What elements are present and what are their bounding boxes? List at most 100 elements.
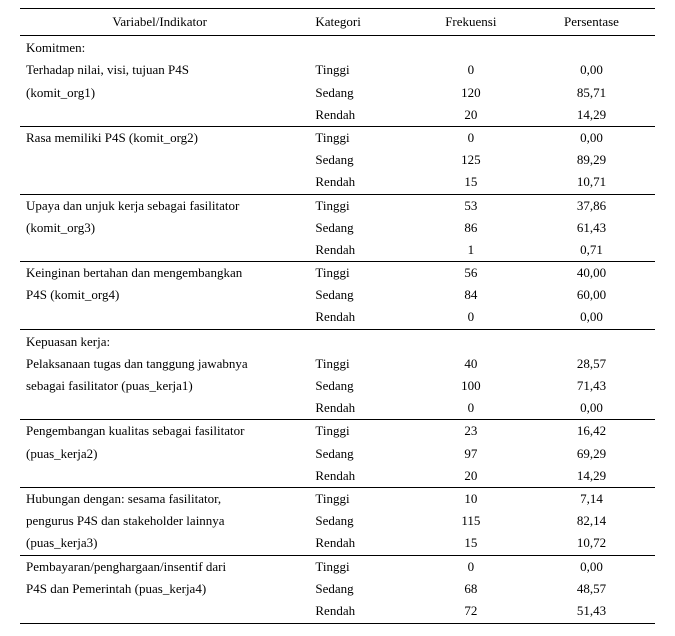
variable-label: P4S dan Pemerintah (puas_kerja4) <box>20 578 299 600</box>
persentase-cell: 14,29 <box>528 465 655 488</box>
table-row: Keinginan bertahan dan mengembangkan Tin… <box>20 262 655 285</box>
frekuensi-cell: 0 <box>414 126 528 149</box>
persentase-cell: 89,29 <box>528 149 655 171</box>
variable-label: (komit_org3) <box>20 217 299 239</box>
table-row: Rendah 0 0,00 <box>20 306 655 329</box>
table-row: Pengembangan kualitas sebagai fasilitato… <box>20 420 655 443</box>
kategori-cell: Tinggi <box>299 262 413 285</box>
kategori-cell: Sedang <box>299 149 413 171</box>
variable-label <box>20 306 299 329</box>
persentase-cell: 16,42 <box>528 420 655 443</box>
persentase-cell: 37,86 <box>528 194 655 217</box>
persentase-cell: 10,71 <box>528 171 655 194</box>
table-row: pengurus P4S dan stakeholder lainnya Sed… <box>20 510 655 532</box>
table-row: P4S (komit_org4) Sedang 84 60,00 <box>20 284 655 306</box>
header-row: Variabel/Indikator Kategori Frekuensi Pe… <box>20 9 655 36</box>
kategori-cell: Sedang <box>299 284 413 306</box>
frekuensi-cell: 53 <box>414 194 528 217</box>
frekuensi-cell: 100 <box>414 375 528 397</box>
frekuensi-cell: 40 <box>414 353 528 375</box>
persentase-cell: 10,72 <box>528 532 655 555</box>
table-row: Upaya dan unjuk kerja sebagai fasilitato… <box>20 194 655 217</box>
table-row: (komit_org3) Sedang 86 61,43 <box>20 217 655 239</box>
kategori-cell: Sedang <box>299 578 413 600</box>
variable-label <box>20 465 299 488</box>
variable-label: Pembayaran/penghargaan/insentif dari <box>20 555 299 578</box>
frekuensi-cell: 15 <box>414 171 528 194</box>
variable-label: Hubungan dengan: sesama fasilitator, <box>20 487 299 510</box>
frekuensi-cell: 15 <box>414 532 528 555</box>
frekuensi-cell: 84 <box>414 284 528 306</box>
kategori-cell: Rendah <box>299 600 413 624</box>
frekuensi-cell: 0 <box>414 306 528 329</box>
variable-label <box>20 600 299 624</box>
kategori-cell: Rendah <box>299 306 413 329</box>
kategori-cell: Sedang <box>299 375 413 397</box>
persentase-cell: 69,29 <box>528 443 655 465</box>
variable-label <box>20 149 299 171</box>
frekuensi-cell: 68 <box>414 578 528 600</box>
variable-label: Pengembangan kualitas sebagai fasilitato… <box>20 420 299 443</box>
kategori-cell: Rendah <box>299 465 413 488</box>
frekuensi-cell: 0 <box>414 397 528 420</box>
frekuensi-cell: 23 <box>414 420 528 443</box>
table-row: P4S dan Pemerintah (puas_kerja4) Sedang … <box>20 578 655 600</box>
variable-label: Terhadap nilai, visi, tujuan P4S <box>20 59 299 81</box>
table-row: (puas_kerja2) Sedang 97 69,29 <box>20 443 655 465</box>
section-label: Komitmen: <box>20 36 655 60</box>
persentase-cell: 0,00 <box>528 126 655 149</box>
persentase-cell: 0,00 <box>528 555 655 578</box>
kategori-cell: Sedang <box>299 443 413 465</box>
kategori-cell: Sedang <box>299 82 413 104</box>
table-row: (puas_kerja3) Rendah 15 10,72 <box>20 532 655 555</box>
persentase-cell: 51,43 <box>528 600 655 624</box>
persentase-cell: 85,71 <box>528 82 655 104</box>
header-variable: Variabel/Indikator <box>20 9 299 36</box>
persentase-cell: 14,29 <box>528 104 655 127</box>
table-row: Rendah 20 14,29 <box>20 104 655 127</box>
kategori-cell: Tinggi <box>299 126 413 149</box>
kategori-cell: Sedang <box>299 510 413 532</box>
frekuensi-cell: 0 <box>414 555 528 578</box>
persentase-cell: 0,00 <box>528 59 655 81</box>
table-row: Rendah 1 0,71 <box>20 239 655 262</box>
variable-label: P4S (komit_org4) <box>20 284 299 306</box>
variable-label: Rasa memiliki P4S (komit_org2) <box>20 126 299 149</box>
persentase-cell: 61,43 <box>528 217 655 239</box>
persentase-cell: 60,00 <box>528 284 655 306</box>
variable-label: (komit_org1) <box>20 82 299 104</box>
header-frekuensi: Frekuensi <box>414 9 528 36</box>
kategori-cell: Tinggi <box>299 194 413 217</box>
table-row: Pembayaran/penghargaan/insentif dari Tin… <box>20 555 655 578</box>
kategori-cell: Tinggi <box>299 487 413 510</box>
frekuensi-cell: 56 <box>414 262 528 285</box>
kategori-cell: Tinggi <box>299 59 413 81</box>
table-row: Sedang 125 89,29 <box>20 149 655 171</box>
table-row: Hubungan dengan: sesama fasilitator, Tin… <box>20 487 655 510</box>
table-row: sebagai fasilitator (puas_kerja1) Sedang… <box>20 375 655 397</box>
kategori-cell: Rendah <box>299 397 413 420</box>
frekuensi-cell: 20 <box>414 104 528 127</box>
frekuensi-cell: 97 <box>414 443 528 465</box>
variable-label <box>20 239 299 262</box>
frekuensi-cell: 120 <box>414 82 528 104</box>
variable-label <box>20 104 299 127</box>
frekuensi-cell: 72 <box>414 600 528 624</box>
persentase-cell: 28,57 <box>528 353 655 375</box>
section-komitmen: Komitmen: <box>20 36 655 60</box>
table-row: Terhadap nilai, visi, tujuan P4S Tinggi … <box>20 59 655 81</box>
table-row: Rasa memiliki P4S (komit_org2) Tinggi 0 … <box>20 126 655 149</box>
persentase-cell: 0,71 <box>528 239 655 262</box>
variable-label: Pelaksanaan tugas dan tanggung jawabnya <box>20 353 299 375</box>
table-row: Rendah 20 14,29 <box>20 465 655 488</box>
variable-label <box>20 171 299 194</box>
frekuensi-cell: 1 <box>414 239 528 262</box>
persentase-cell: 71,43 <box>528 375 655 397</box>
variable-label <box>20 397 299 420</box>
variable-label: (puas_kerja2) <box>20 443 299 465</box>
persentase-cell: 0,00 <box>528 397 655 420</box>
variable-label: Keinginan bertahan dan mengembangkan <box>20 262 299 285</box>
kategori-cell: Rendah <box>299 532 413 555</box>
variable-label: sebagai fasilitator (puas_kerja1) <box>20 375 299 397</box>
table-row: (komit_org1) Sedang 120 85,71 <box>20 82 655 104</box>
